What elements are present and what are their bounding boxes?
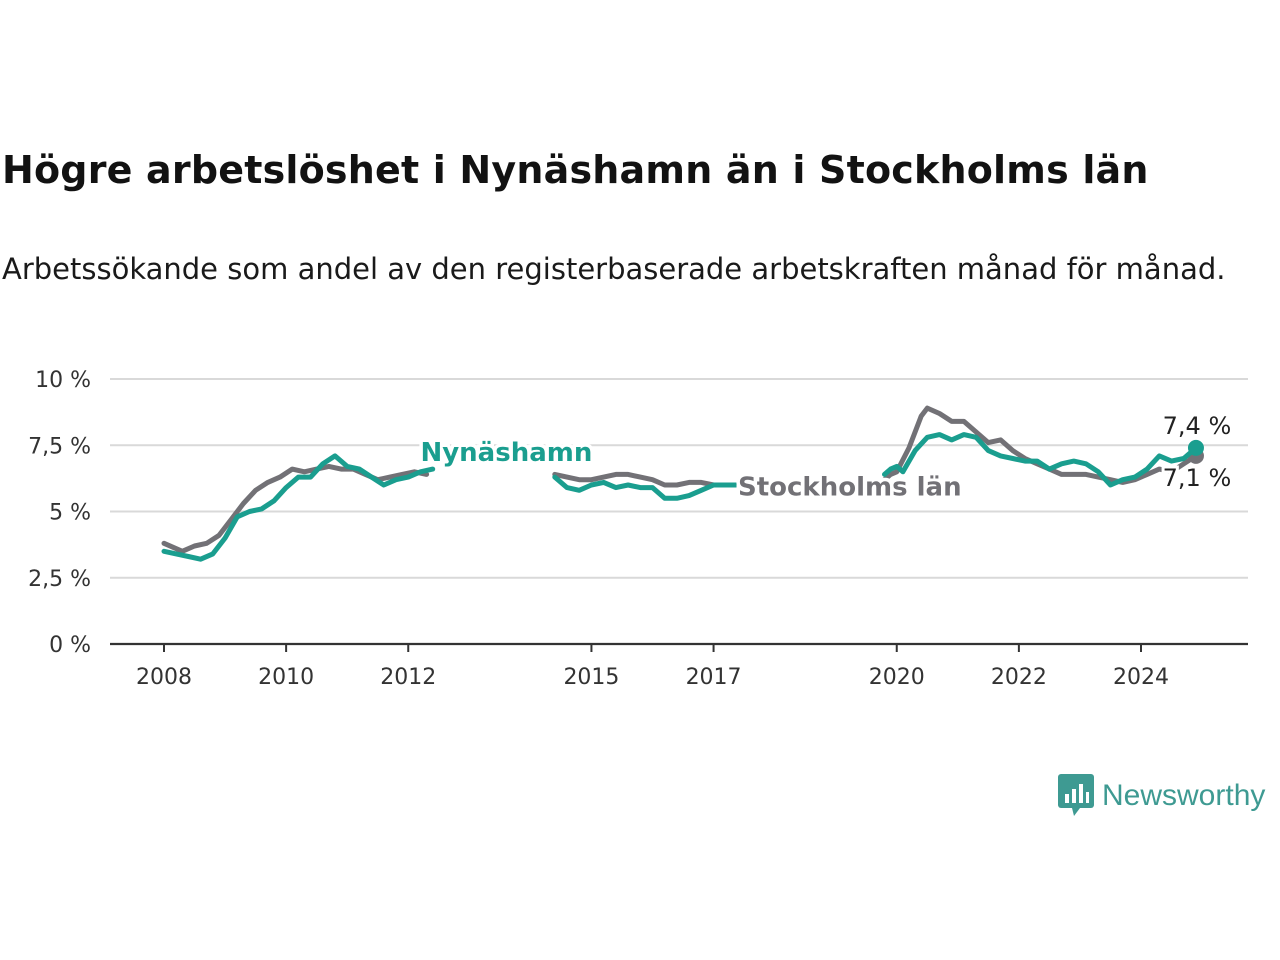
series-name-label: Nynäshamn — [420, 438, 592, 468]
x-tick-label: 2010 — [258, 665, 314, 690]
y-axis-ticks: 0 % 2,5 % 5 % 7,5 % 10 % — [28, 368, 91, 658]
y-tick-label: 2,5 % — [28, 567, 91, 592]
grid-lines — [110, 378, 1248, 579]
series-lines — [161, 405, 1204, 562]
chart-title: Högre arbetslöshet i Nynäshamn än i Stoc… — [2, 148, 1149, 192]
chart-subtitle: Arbetssökande som andel av den registerb… — [2, 252, 1226, 286]
y-tick-label: 10 % — [35, 368, 91, 393]
x-axis-ticks: 2008 2010 2012 2015 2017 2020 2022 2024 — [136, 644, 1169, 690]
x-tick-label: 2015 — [563, 665, 619, 690]
end-point-marker — [1187, 439, 1204, 456]
series-line-0 — [161, 463, 430, 554]
newsworthy-chart-icon — [1058, 774, 1094, 816]
y-tick-label: 5 % — [49, 501, 91, 526]
series-labels: 7,1 % 7,4 % Nynäshamn Stockholms län — [417, 409, 1234, 506]
y-tick-label: 0 % — [49, 633, 91, 658]
logo-text: Newsworthy — [1102, 779, 1266, 812]
x-tick-label: 2020 — [869, 665, 925, 690]
end-value-label: 7,4 % — [1163, 412, 1232, 440]
newsworthy-logo: Newsworthy — [1058, 774, 1265, 818]
line-chart: 0 % 2,5 % 5 % 7,5 % 10 % 2008 2010 2012 2015 201… — [28, 368, 1248, 690]
series-name-label: Stockholms län — [738, 473, 962, 503]
y-tick-label: 7,5 % — [28, 434, 91, 459]
series-line-1 — [882, 432, 1199, 488]
end-value-label: 7,1 % — [1163, 464, 1232, 492]
x-tick-label: 2022 — [991, 665, 1047, 690]
series-line-1 — [161, 453, 436, 562]
x-tick-label: 2017 — [686, 665, 742, 690]
x-tick-label: 2024 — [1113, 665, 1169, 690]
series-line-1 — [552, 474, 741, 501]
x-tick-label: 2012 — [380, 665, 436, 690]
series-line-0 — [552, 471, 741, 488]
x-tick-label: 2008 — [136, 665, 192, 690]
